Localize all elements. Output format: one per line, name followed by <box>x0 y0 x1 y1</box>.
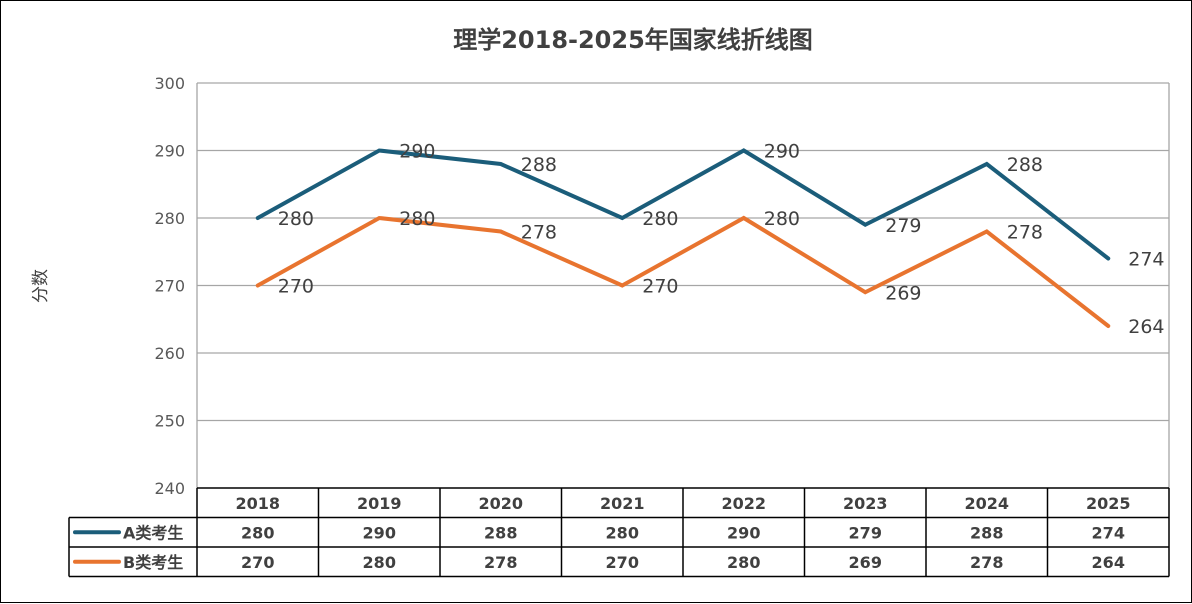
data-label: 279 <box>885 215 921 237</box>
legend-label: B类考生 <box>123 553 183 572</box>
data-label: 274 <box>1128 249 1164 271</box>
table-cell: 278 <box>484 553 517 572</box>
x-tick-label: 2021 <box>600 494 645 513</box>
table-cell: 288 <box>970 523 1003 542</box>
data-label: 264 <box>1128 316 1164 338</box>
table-cell: 269 <box>849 553 882 572</box>
table-cell: 264 <box>1092 553 1125 572</box>
x-tick-label: 2020 <box>478 494 523 513</box>
table-cell: 290 <box>727 523 760 542</box>
legend-label: A类考生 <box>123 523 183 542</box>
chart-title: 理学2018-2025年国家线折线图 <box>453 26 813 54</box>
table-cell: 279 <box>849 523 882 542</box>
x-tick-label: 2024 <box>964 494 1009 513</box>
data-label: 270 <box>642 276 678 298</box>
y-tick-label: 250 <box>154 412 185 431</box>
table-cell: 274 <box>1092 523 1125 542</box>
grid-lines <box>197 82 1169 422</box>
data-label: 270 <box>278 276 314 298</box>
table-cell: 280 <box>727 553 760 572</box>
data-label: 280 <box>764 208 800 230</box>
data-label: 280 <box>278 208 314 230</box>
y-tick-label: 240 <box>154 479 185 498</box>
y-tick-label: 280 <box>154 209 185 228</box>
series-line-1 <box>255 148 1111 261</box>
data-label: 290 <box>764 141 800 163</box>
series-lines <box>255 148 1111 328</box>
table-cell: 280 <box>241 523 274 542</box>
data-label: 288 <box>521 154 557 176</box>
table-cell: 288 <box>484 523 517 542</box>
data-label: 280 <box>399 208 435 230</box>
plot-area <box>196 83 1170 488</box>
data-table: 2018 2019 2020 2021 2022 2023 2024 2025 A类考生 280 2… <box>68 487 1170 578</box>
data-label: 278 <box>1007 222 1043 244</box>
y-tick-label: 300 <box>154 74 185 93</box>
data-label: 280 <box>642 208 678 230</box>
y-axis-label: 分数 <box>31 269 51 303</box>
data-label: 278 <box>521 222 557 244</box>
data-label: 290 <box>399 141 435 163</box>
table-cell: 280 <box>606 523 639 542</box>
x-tick-label: 2025 <box>1086 494 1131 513</box>
table-cell: 280 <box>363 553 396 572</box>
table-cell: 270 <box>241 553 274 572</box>
x-tick-label: 2019 <box>357 494 402 513</box>
data-label: 269 <box>885 282 921 304</box>
y-axis-ticks: 240 250 260 270 280 290 300 <box>154 74 185 498</box>
series-line-2 <box>255 215 1111 328</box>
table-cell: 270 <box>606 553 639 572</box>
data-label: 288 <box>1007 154 1043 176</box>
x-tick-label: 2018 <box>235 494 280 513</box>
x-tick-label: 2023 <box>843 494 888 513</box>
y-tick-label: 260 <box>154 344 185 363</box>
y-tick-label: 270 <box>154 277 185 296</box>
x-tick-label: 2022 <box>721 494 766 513</box>
data-labels: 280 290 288 280 290 279 288 274 270 280 278 270 280 2… <box>278 141 1165 339</box>
table-cell: 278 <box>970 553 1003 572</box>
y-tick-label: 290 <box>154 142 185 161</box>
table-cell: 290 <box>363 523 396 542</box>
